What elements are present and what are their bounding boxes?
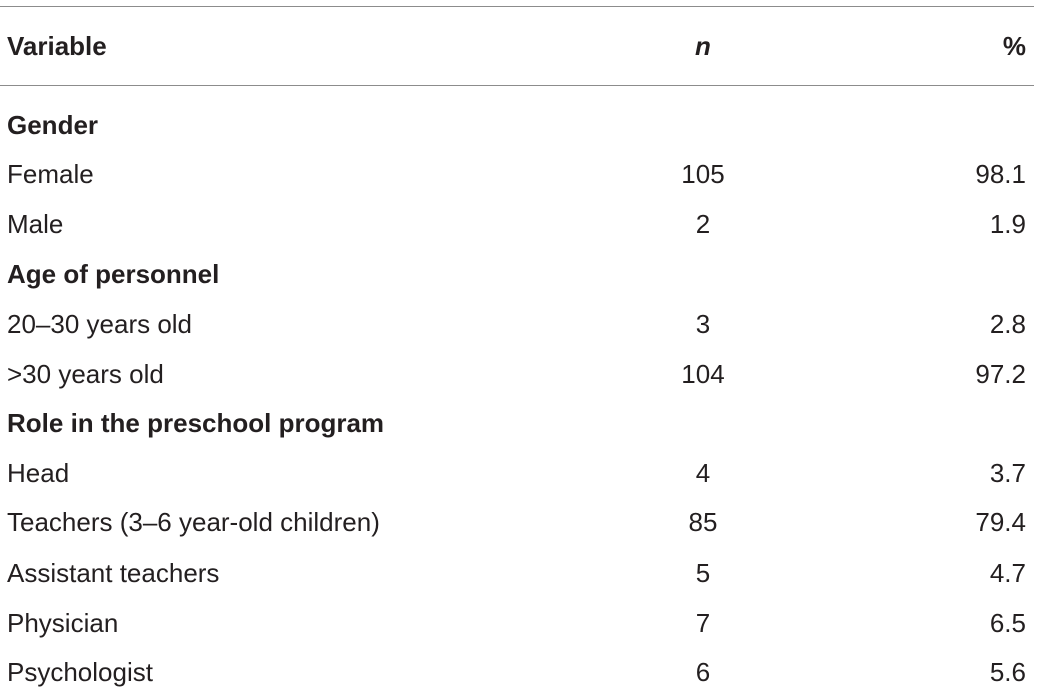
header-percent: % xyxy=(1002,31,1026,61)
table-row: Female 105 98.1 xyxy=(0,149,1040,199)
row-n: 3 xyxy=(695,309,711,339)
group-title: Age of personnel xyxy=(7,259,220,289)
row-percent: 1.9 xyxy=(989,209,1026,239)
row-n: 5 xyxy=(695,558,711,588)
table-row: Teachers (3–6 year-old children) 85 79.4 xyxy=(0,497,1040,547)
table-row: >30 years old 104 97.2 xyxy=(0,349,1040,399)
row-percent: 79.4 xyxy=(975,507,1026,537)
table-row: 20–30 years old 3 2.8 xyxy=(0,299,1040,349)
row-label: Psychologist xyxy=(7,657,153,687)
table-row: Physician 7 6.5 xyxy=(0,598,1040,648)
row-percent: 6.5 xyxy=(989,608,1026,638)
table-row: Head 4 3.7 xyxy=(0,448,1040,498)
row-percent: 4.7 xyxy=(989,558,1026,588)
table-header-row: Variable n % xyxy=(0,21,1040,71)
table-row: Psychologist 6 5.6 xyxy=(0,647,1040,697)
row-n: 6 xyxy=(695,657,711,687)
header-variable: Variable xyxy=(7,31,107,61)
top-rule xyxy=(0,6,1034,7)
row-label: >30 years old xyxy=(7,359,164,389)
row-n: 2 xyxy=(695,209,711,239)
row-percent: 3.7 xyxy=(989,458,1026,488)
row-percent: 97.2 xyxy=(975,359,1026,389)
group-title: Role in the preschool program xyxy=(7,408,385,438)
row-label: Male xyxy=(7,209,64,239)
row-label: Head xyxy=(7,458,70,488)
row-label: Assistant teachers xyxy=(7,558,220,588)
header-n: n xyxy=(695,31,711,61)
header-rule xyxy=(0,85,1034,86)
row-n: 105 xyxy=(681,159,725,189)
table-row: Male 2 1.9 xyxy=(0,199,1040,249)
row-n: 85 xyxy=(688,507,718,537)
row-percent: 2.8 xyxy=(989,309,1026,339)
row-n: 104 xyxy=(681,359,725,389)
row-n: 4 xyxy=(695,458,711,488)
table-row: Assistant teachers 5 4.7 xyxy=(0,548,1040,598)
row-percent: 98.1 xyxy=(975,159,1026,189)
group-title: Gender xyxy=(7,110,99,140)
group-row-age: Age of personnel xyxy=(0,249,1040,299)
row-label: Female xyxy=(7,159,94,189)
row-label: 20–30 years old xyxy=(7,309,193,339)
group-row-role: Role in the preschool program xyxy=(0,398,1040,448)
row-percent: 5.6 xyxy=(989,657,1026,687)
row-label: Physician xyxy=(7,608,119,638)
group-row-gender: Gender xyxy=(0,100,1040,150)
row-label: Teachers (3–6 year-old children) xyxy=(7,507,380,537)
row-n: 7 xyxy=(695,608,711,638)
